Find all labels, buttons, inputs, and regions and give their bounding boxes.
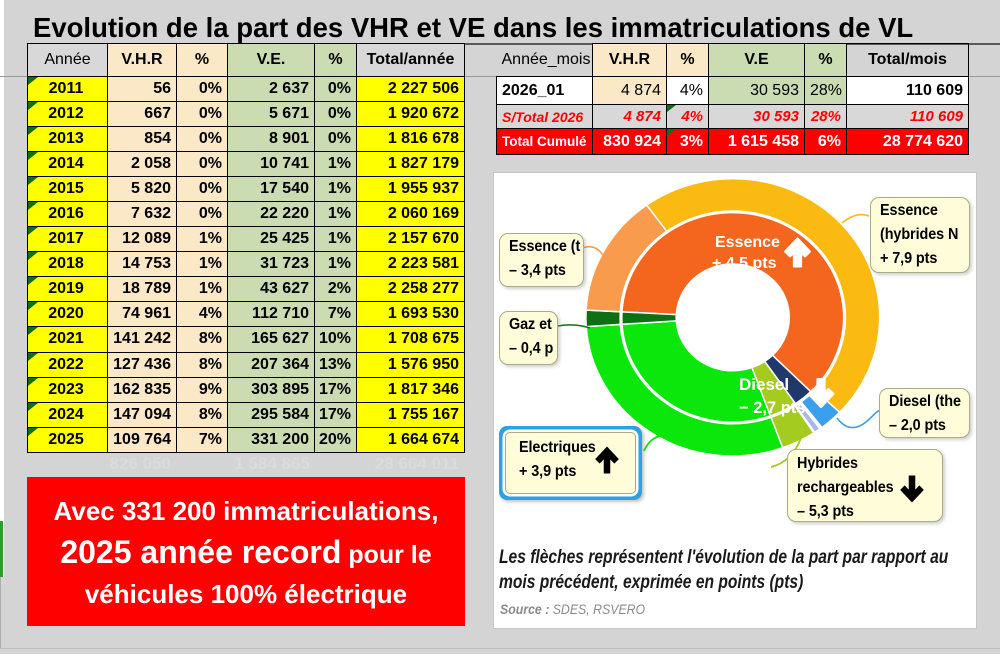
svg-text:+ 4,5 pts: + 4,5 pts: [712, 255, 777, 272]
svg-text:− 2,7 pts: − 2,7 pts: [739, 399, 806, 417]
svg-text:Essence: Essence: [715, 234, 780, 251]
svg-text:Diesel: Diesel: [739, 375, 789, 394]
